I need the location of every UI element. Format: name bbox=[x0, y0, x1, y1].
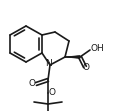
Text: O: O bbox=[83, 63, 90, 72]
Polygon shape bbox=[65, 56, 80, 58]
Text: O: O bbox=[29, 79, 35, 88]
Text: O: O bbox=[49, 88, 56, 97]
Text: OH: OH bbox=[90, 45, 104, 54]
Text: N: N bbox=[46, 59, 52, 68]
